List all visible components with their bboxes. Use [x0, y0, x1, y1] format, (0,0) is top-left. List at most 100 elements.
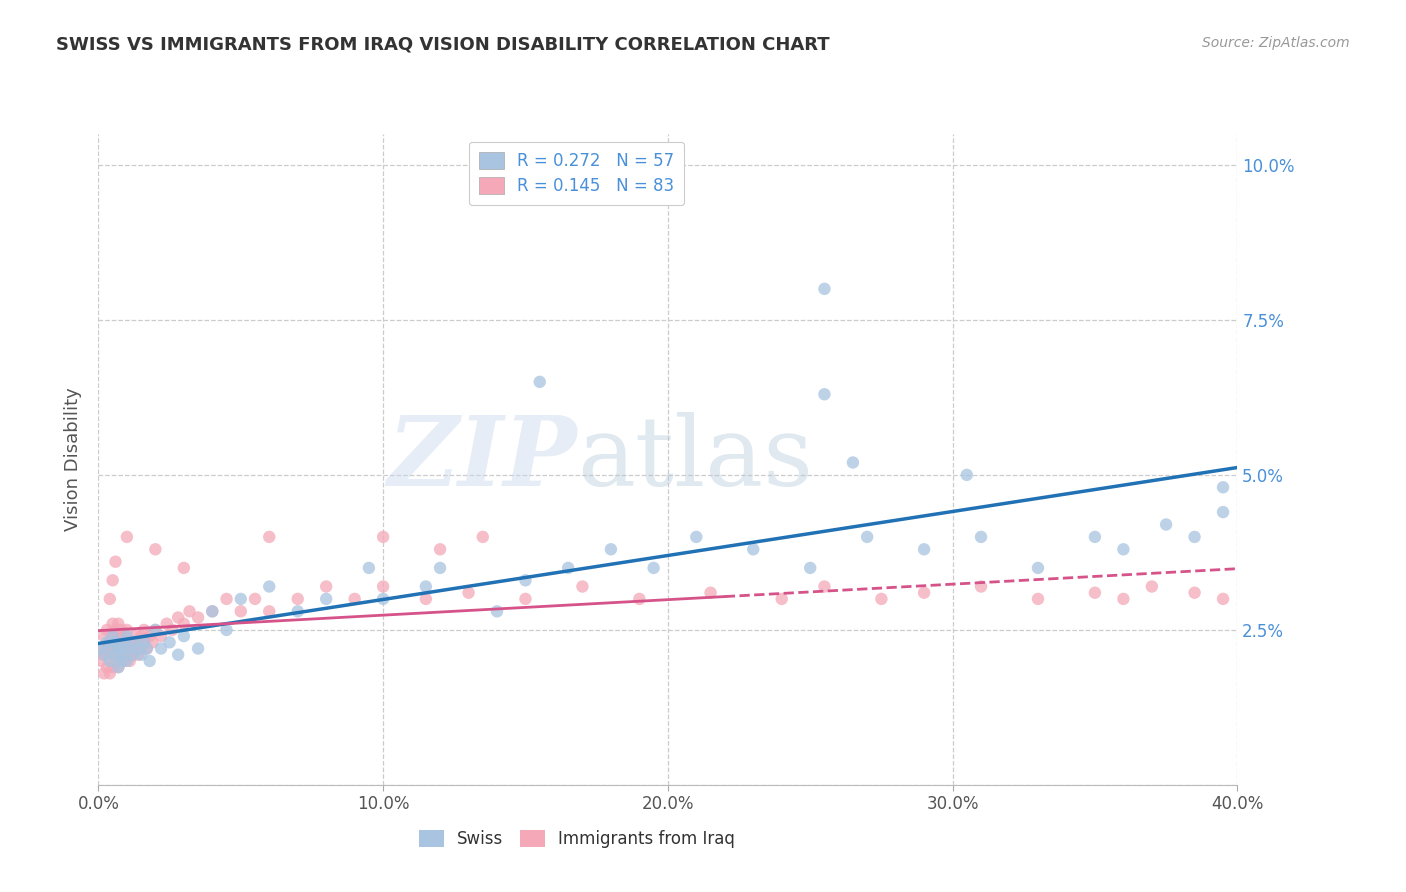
Point	[287, 591, 309, 606]
Point	[429, 561, 451, 575]
Point	[201, 604, 224, 618]
Point	[515, 591, 537, 606]
Point	[107, 629, 129, 643]
Point	[1026, 591, 1049, 606]
Point	[135, 641, 157, 656]
Point	[167, 610, 190, 624]
Point	[429, 542, 451, 557]
Point	[643, 561, 665, 575]
Point	[107, 641, 129, 656]
Point	[112, 635, 135, 649]
Point	[112, 641, 135, 656]
Point	[135, 641, 157, 656]
Point	[145, 623, 167, 637]
Point	[162, 623, 184, 637]
Point	[373, 591, 395, 606]
Point	[1184, 585, 1206, 599]
Point	[1184, 530, 1206, 544]
Point	[471, 530, 494, 544]
Text: SWISS VS IMMIGRANTS FROM IRAQ VISION DISABILITY CORRELATION CHART: SWISS VS IMMIGRANTS FROM IRAQ VISION DIS…	[56, 36, 830, 54]
Point	[1212, 480, 1234, 494]
Point	[101, 616, 124, 631]
Point	[685, 530, 707, 544]
Point	[129, 641, 152, 656]
Point	[93, 648, 115, 662]
Point	[98, 591, 121, 606]
Point	[115, 530, 138, 544]
Point	[856, 530, 879, 544]
Point	[121, 648, 143, 662]
Point	[112, 629, 135, 643]
Point	[112, 641, 135, 656]
Point	[98, 666, 121, 681]
Point	[742, 542, 765, 557]
Point	[343, 591, 366, 606]
Point	[813, 387, 835, 401]
Point	[557, 561, 579, 575]
Point	[110, 654, 132, 668]
Point	[173, 629, 195, 643]
Point	[956, 467, 979, 482]
Point	[1140, 580, 1163, 594]
Point	[1112, 542, 1135, 557]
Point	[93, 648, 115, 662]
Point	[799, 561, 821, 575]
Point	[129, 648, 152, 662]
Point	[96, 635, 118, 649]
Point	[104, 654, 127, 668]
Point	[1154, 517, 1177, 532]
Point	[104, 623, 127, 637]
Point	[118, 654, 141, 668]
Point	[104, 635, 127, 649]
Point	[93, 629, 115, 643]
Point	[1112, 591, 1135, 606]
Point	[118, 641, 141, 656]
Point	[187, 610, 209, 624]
Point	[98, 648, 121, 662]
Point	[107, 660, 129, 674]
Point	[110, 648, 132, 662]
Point	[373, 580, 395, 594]
Point	[127, 641, 149, 656]
Point	[215, 591, 238, 606]
Point	[259, 580, 281, 594]
Point	[115, 635, 138, 649]
Point	[129, 629, 152, 643]
Point	[98, 635, 121, 649]
Point	[1212, 505, 1234, 519]
Point	[110, 635, 132, 649]
Point	[813, 282, 835, 296]
Point	[115, 629, 138, 643]
Point	[1212, 591, 1234, 606]
Point	[145, 542, 167, 557]
Point	[127, 648, 149, 662]
Point	[101, 574, 124, 588]
Point	[150, 629, 173, 643]
Point	[259, 604, 281, 618]
Point	[96, 623, 118, 637]
Point	[145, 623, 167, 637]
Point	[457, 585, 479, 599]
Point	[107, 660, 129, 674]
Point	[115, 654, 138, 668]
Point	[1084, 530, 1107, 544]
Point	[842, 455, 865, 469]
Point	[415, 580, 437, 594]
Point	[101, 641, 124, 656]
Point	[156, 616, 179, 631]
Point	[98, 654, 121, 668]
Point	[132, 623, 155, 637]
Point	[138, 629, 160, 643]
Point	[628, 591, 651, 606]
Point	[970, 530, 993, 544]
Legend: Swiss, Immigrants from Iraq: Swiss, Immigrants from Iraq	[412, 823, 741, 855]
Text: Source: ZipAtlas.com: Source: ZipAtlas.com	[1202, 36, 1350, 50]
Point	[357, 561, 380, 575]
Point	[699, 585, 721, 599]
Point	[90, 641, 112, 656]
Point	[770, 591, 793, 606]
Point	[970, 580, 993, 594]
Point	[121, 648, 143, 662]
Point	[571, 580, 593, 594]
Point	[101, 660, 124, 674]
